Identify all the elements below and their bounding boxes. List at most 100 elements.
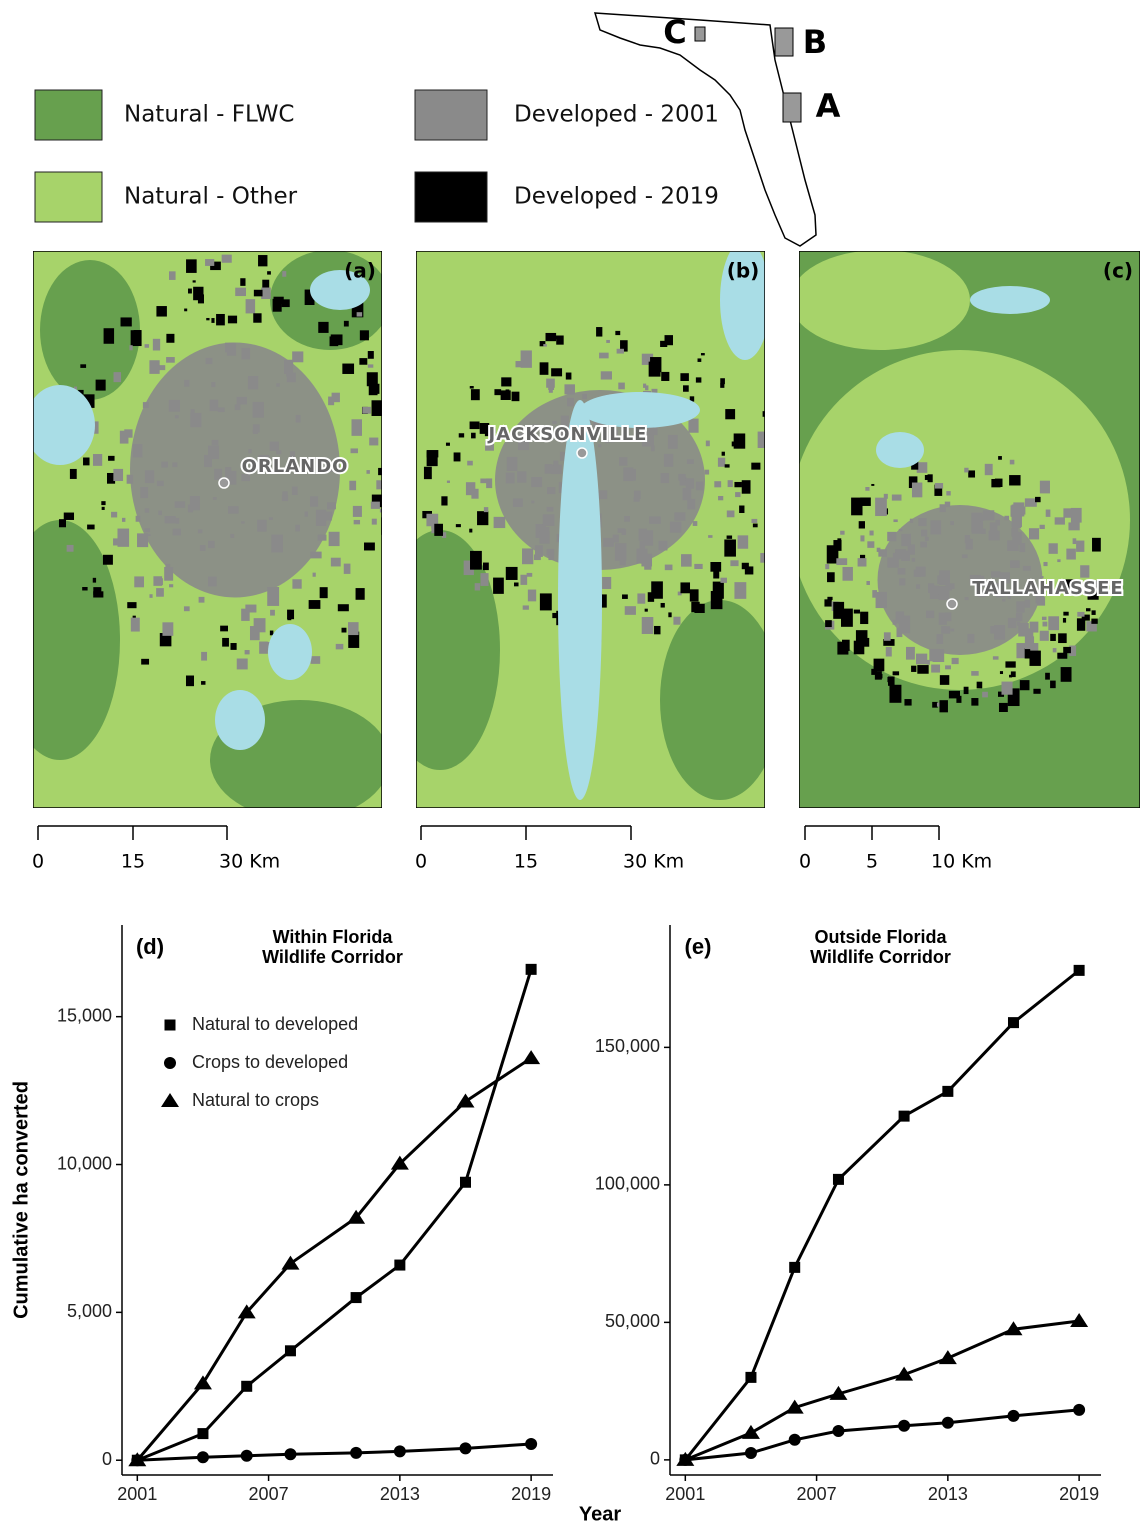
urban-patch [391, 470, 398, 475]
urban-patch [888, 677, 895, 686]
marker-square [1008, 1017, 1019, 1028]
urban-patch [153, 576, 162, 586]
urban-patch [1092, 538, 1101, 552]
urban-patch [156, 588, 164, 597]
urban-patch [952, 658, 959, 664]
urban-patch [129, 345, 132, 350]
urban-patch [660, 341, 667, 347]
urban-patch [1066, 549, 1076, 560]
urban-patch [862, 638, 869, 647]
urban-patch [751, 463, 760, 470]
urban-patch [547, 549, 555, 556]
florida-inset: C B A [595, 13, 841, 246]
urban-patch [1063, 618, 1066, 623]
urban-patch [137, 533, 148, 547]
urban-patch [620, 558, 626, 565]
urban-patch [977, 682, 983, 689]
urban-patch [860, 497, 871, 505]
legend-label: Natural - Other [124, 184, 298, 210]
urban-patch [292, 351, 303, 362]
urban-patch [540, 593, 552, 610]
urban-patch [320, 587, 328, 598]
urban-patch [735, 492, 740, 497]
urban-patch [898, 568, 906, 575]
series-line [685, 970, 1079, 1460]
urban-patch [395, 424, 407, 441]
urban-patch [70, 469, 77, 479]
urban-patch [739, 506, 744, 513]
urban-patch [994, 625, 1005, 640]
urban-patch [165, 564, 170, 567]
region-box [695, 27, 705, 41]
marker-square [833, 1174, 844, 1185]
urban-patch [535, 545, 543, 557]
urban-patch [193, 287, 203, 300]
urban-patch [193, 280, 196, 282]
urban-patch [1030, 643, 1038, 651]
x-tick-label: 2007 [797, 1484, 837, 1504]
urban-patch [673, 617, 680, 625]
urban-patch [889, 685, 901, 703]
urban-patch [385, 363, 394, 377]
urban-patch [1012, 514, 1021, 528]
scale-label: 0 [799, 851, 811, 873]
urban-patch [368, 351, 374, 359]
chart-title: Within Florida [273, 927, 394, 947]
urban-patch [914, 570, 922, 577]
urban-patch [998, 456, 1002, 460]
urban-patch [113, 538, 119, 545]
urban-patch [528, 590, 536, 602]
urban-patch [751, 519, 757, 523]
urban-patch [567, 398, 574, 406]
urban-patch [893, 519, 897, 522]
urban-patch [359, 358, 367, 365]
urban-patch [545, 464, 553, 474]
urban-patch [738, 535, 749, 548]
urban-patch [276, 450, 281, 454]
x-tick-label: 2019 [1059, 1484, 1099, 1504]
urban-patch [710, 562, 721, 572]
urban-patch [184, 380, 189, 387]
panel-label: (b) [727, 259, 760, 283]
urban-patch [582, 394, 587, 399]
urban-patch [1002, 599, 1005, 602]
urban-patch [351, 448, 358, 453]
urban-patch [690, 419, 696, 428]
urban-patch [269, 517, 273, 520]
urban-patch [349, 481, 356, 490]
urban-patch [945, 665, 951, 669]
water [970, 286, 1050, 314]
urban-patch [344, 321, 349, 327]
urban-patch [921, 530, 927, 537]
urban-patch [875, 498, 887, 516]
urban-patch [727, 410, 732, 417]
urban-patch [1017, 622, 1020, 626]
urban-patch [96, 380, 106, 391]
urban-patch [357, 312, 362, 316]
region-box [783, 93, 801, 122]
urban-patch [136, 516, 141, 522]
urban-patch [1004, 516, 1009, 520]
marker-square [526, 964, 537, 975]
urban-patch [606, 340, 610, 343]
urban-patch [1011, 671, 1016, 677]
urban-patch [929, 614, 933, 616]
urban-patch [837, 642, 848, 655]
land-area [790, 250, 970, 350]
urban-patch [514, 582, 519, 586]
urban-patch [267, 587, 279, 606]
urban-patch [687, 499, 695, 509]
urban-patch [1061, 667, 1072, 682]
urban-patch [1080, 565, 1089, 577]
urban-patch [198, 529, 203, 533]
urban-patch [222, 255, 232, 263]
urban-patch [486, 478, 492, 488]
urban-patch [911, 666, 916, 672]
urban-patch [1029, 528, 1039, 539]
urban-patch [965, 597, 969, 600]
urban-patch [659, 541, 668, 551]
urban-patch [645, 609, 648, 612]
urban-patch [940, 675, 949, 685]
urban-patch [1048, 616, 1059, 630]
urban-patch [93, 591, 103, 597]
